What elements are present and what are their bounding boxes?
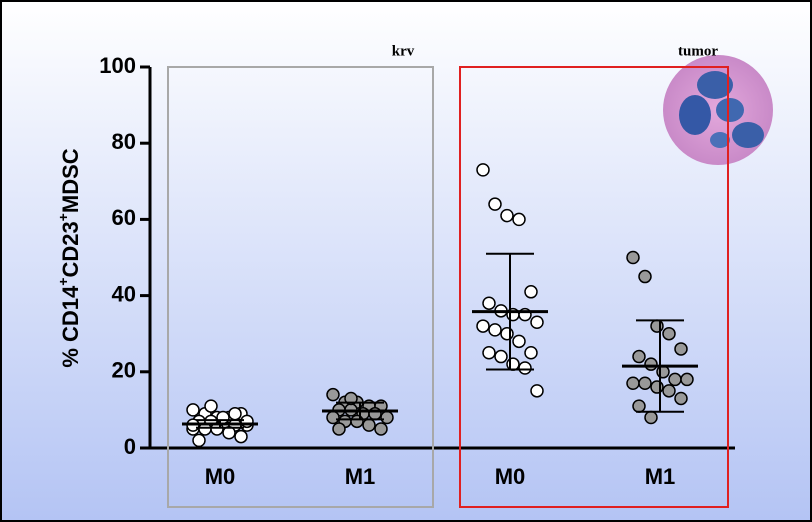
x-tick-label: M0 bbox=[205, 464, 236, 489]
data-point bbox=[531, 316, 543, 328]
data-point bbox=[495, 351, 507, 363]
x-tick-label: M1 bbox=[645, 464, 676, 489]
cell-image bbox=[663, 55, 773, 165]
data-point bbox=[501, 210, 513, 222]
data-point bbox=[513, 213, 525, 225]
data-point bbox=[633, 400, 645, 412]
data-point bbox=[627, 377, 639, 389]
data-point bbox=[501, 328, 513, 340]
data-point bbox=[187, 404, 199, 416]
data-point bbox=[477, 164, 489, 176]
data-point bbox=[193, 434, 205, 446]
data-point bbox=[477, 320, 489, 332]
data-point bbox=[483, 297, 495, 309]
data-point bbox=[327, 389, 339, 401]
data-point bbox=[657, 366, 669, 378]
y-tick-label: 60 bbox=[112, 205, 136, 230]
data-point bbox=[513, 335, 525, 347]
data-point bbox=[525, 286, 537, 298]
data-point bbox=[363, 419, 375, 431]
data-point bbox=[633, 351, 645, 363]
x-tick-label: M1 bbox=[345, 464, 376, 489]
chart: % CD14+CD23+MDSC 0 20 40 60 80 100 krv M0 M1 tumo… bbox=[0, 0, 812, 522]
data-point bbox=[519, 362, 531, 374]
data-point bbox=[627, 252, 639, 264]
data-point bbox=[675, 392, 687, 404]
data-point bbox=[645, 412, 657, 424]
data-point bbox=[217, 412, 229, 424]
data-point bbox=[669, 373, 681, 385]
data-point bbox=[369, 408, 381, 420]
y-axis-label: % CD14+CD23+MDSC bbox=[55, 148, 83, 367]
data-point bbox=[645, 358, 657, 370]
data-point bbox=[663, 385, 675, 397]
data-point bbox=[229, 408, 241, 420]
y-tick-label: 20 bbox=[112, 358, 136, 383]
data-point bbox=[235, 431, 247, 443]
y-tick-label: 40 bbox=[112, 281, 136, 306]
data-point bbox=[333, 423, 345, 435]
data-point bbox=[675, 343, 687, 355]
data-point bbox=[327, 412, 339, 424]
data-point bbox=[205, 400, 217, 412]
data-point bbox=[507, 358, 519, 370]
y-tick-label: 80 bbox=[112, 129, 136, 154]
panel-label: tumor bbox=[678, 43, 718, 59]
data-point bbox=[351, 415, 363, 427]
panel-label: krv bbox=[392, 43, 415, 59]
data-point bbox=[489, 198, 501, 210]
x-tick-label: M0 bbox=[495, 464, 526, 489]
y-tick-label: 100 bbox=[99, 53, 136, 78]
data-point bbox=[381, 412, 393, 424]
data-point bbox=[651, 320, 663, 332]
data-point bbox=[639, 377, 651, 389]
data-point bbox=[651, 381, 663, 393]
data-point bbox=[663, 328, 675, 340]
y-tick-label: 0 bbox=[124, 434, 136, 459]
data-point bbox=[375, 423, 387, 435]
data-point bbox=[483, 347, 495, 359]
data-point bbox=[241, 415, 253, 427]
data-point bbox=[489, 324, 501, 336]
data-point bbox=[639, 271, 651, 283]
data-point bbox=[525, 347, 537, 359]
data-point bbox=[531, 385, 543, 397]
data-point bbox=[681, 373, 693, 385]
